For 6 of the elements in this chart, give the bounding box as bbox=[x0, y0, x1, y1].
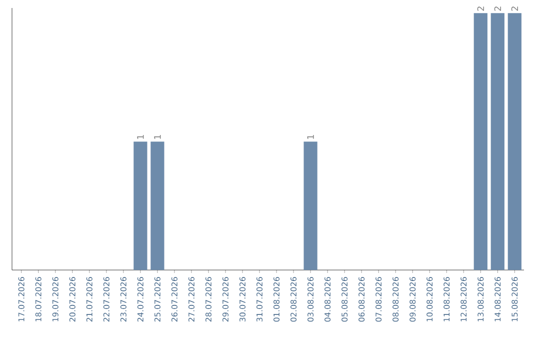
data-label: 1 bbox=[137, 135, 144, 139]
data-label: 2 bbox=[511, 6, 518, 11]
data-label: 1 bbox=[307, 135, 314, 139]
data-label: 2 bbox=[494, 6, 501, 11]
data-label: 2 bbox=[477, 6, 484, 11]
data-label: 1 bbox=[154, 135, 161, 139]
